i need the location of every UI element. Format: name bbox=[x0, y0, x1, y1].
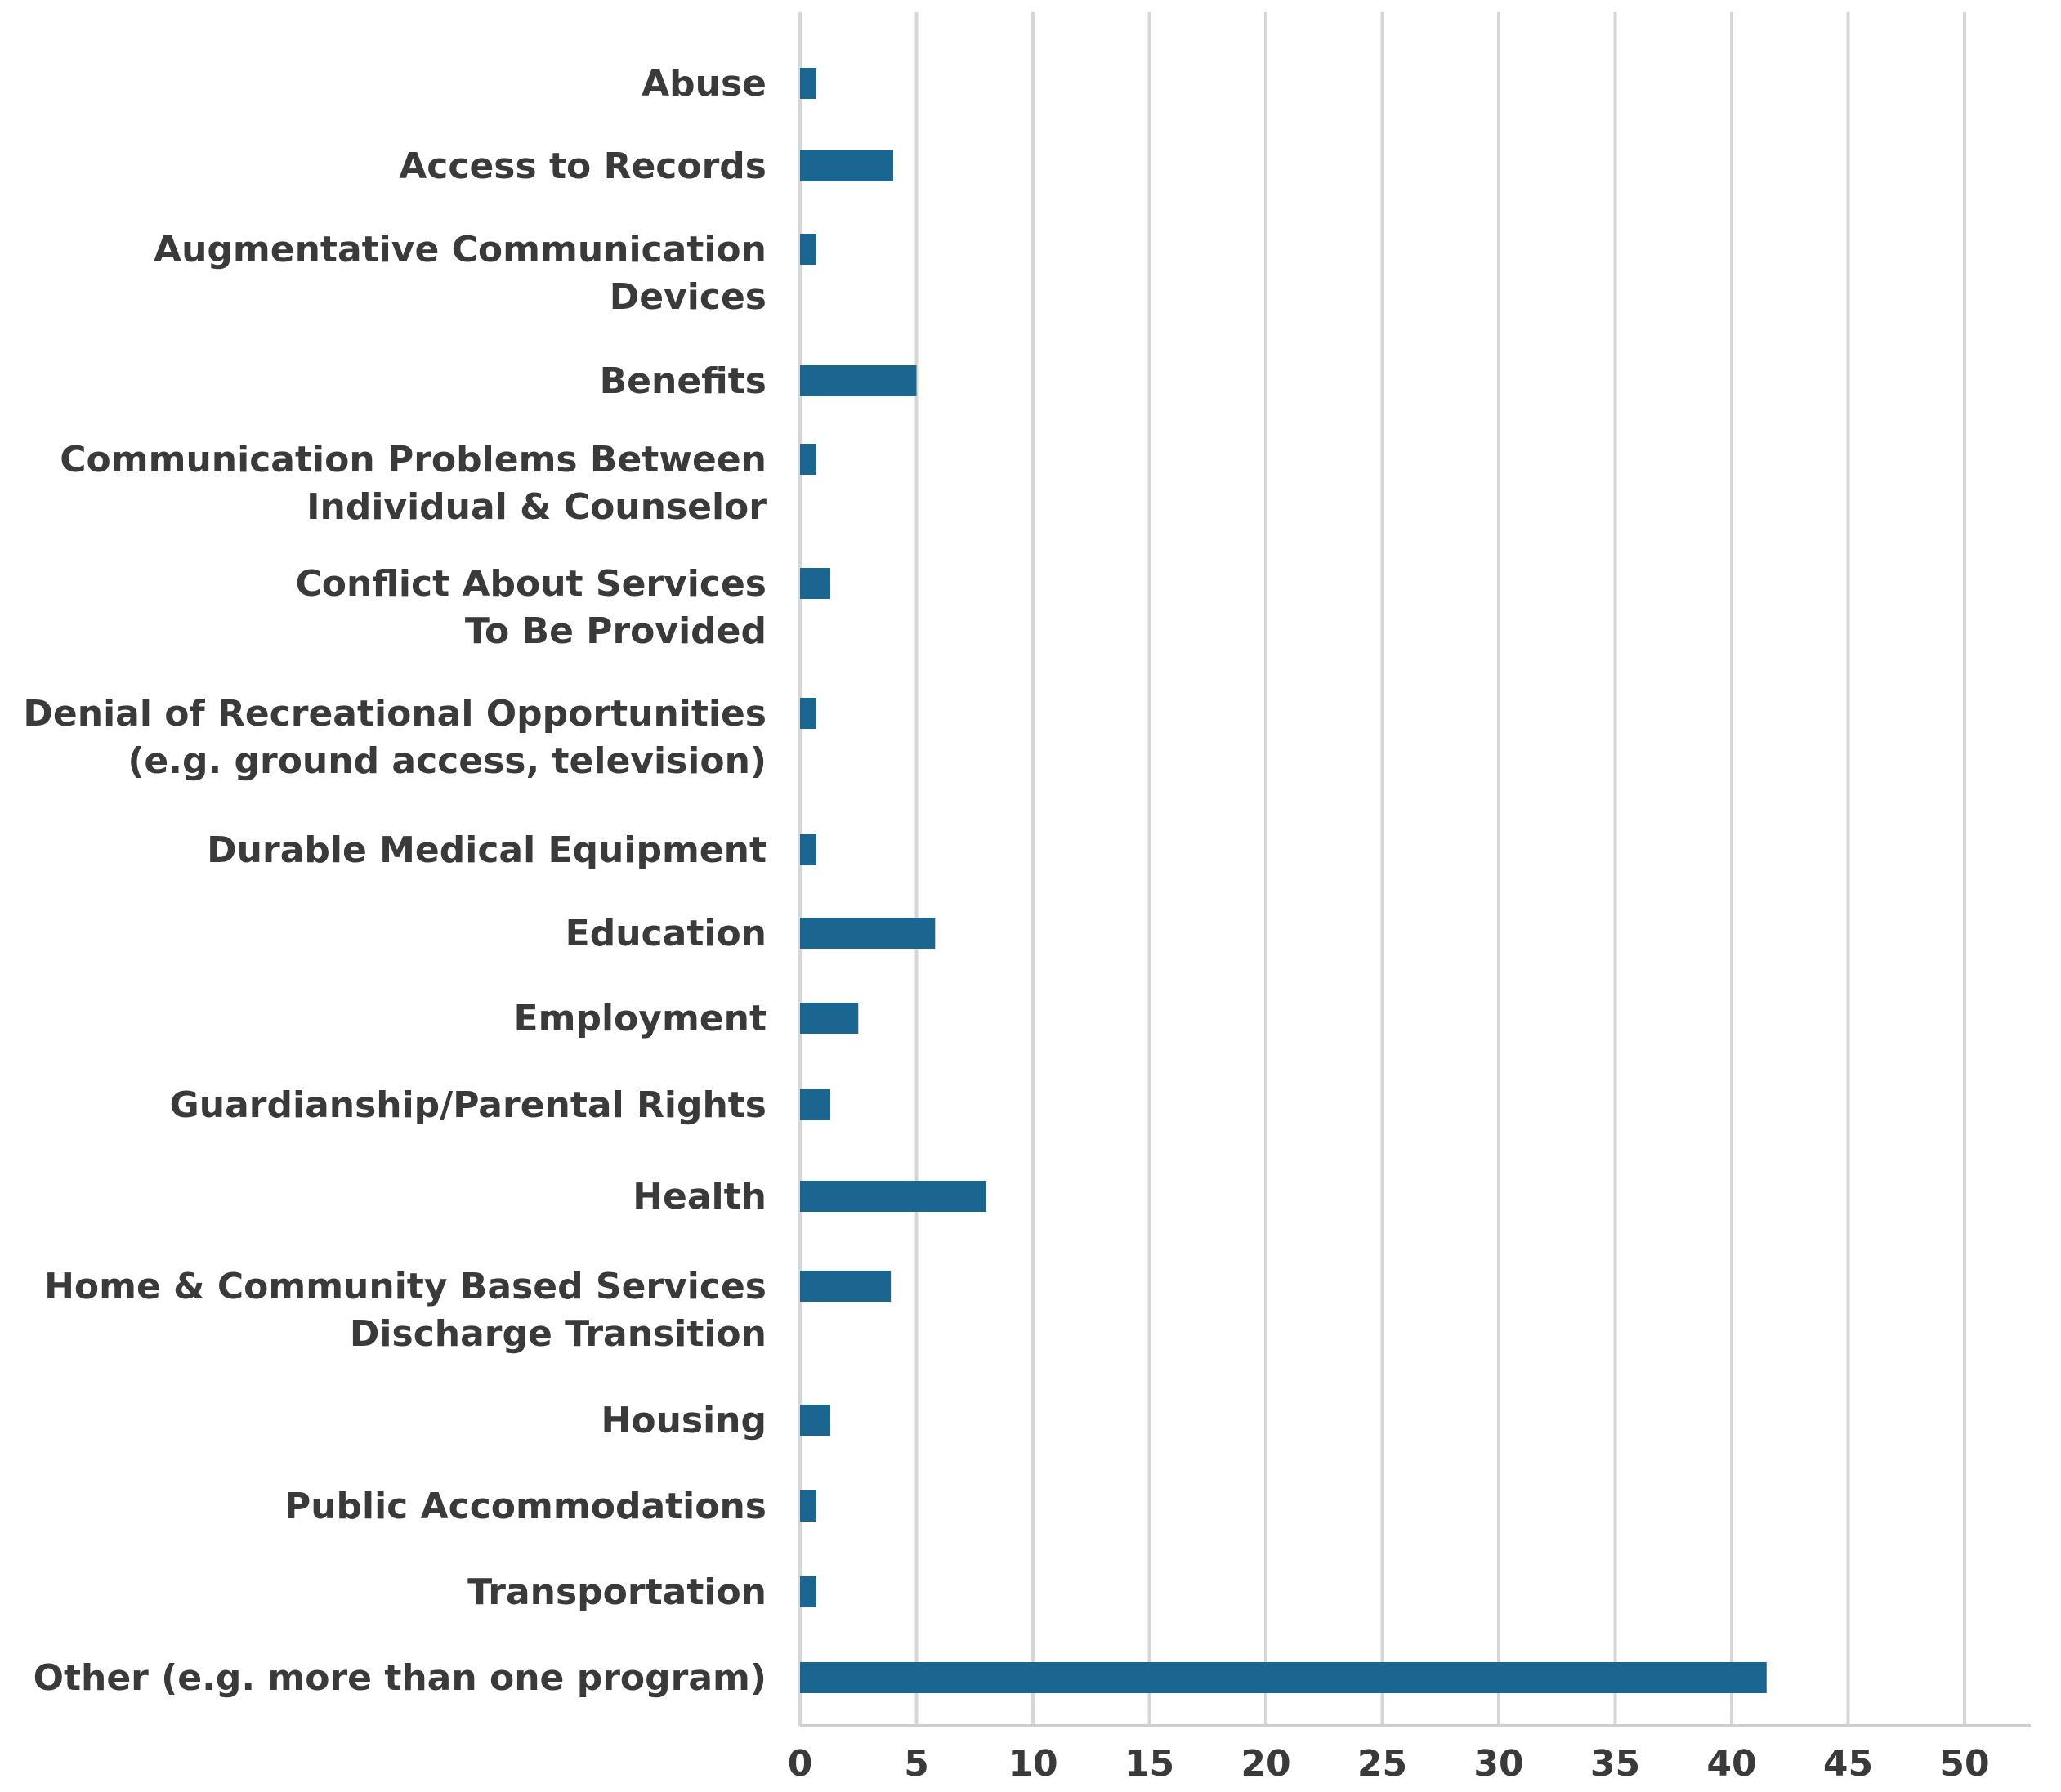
bar-16 bbox=[800, 1662, 1767, 1693]
bar-6 bbox=[800, 698, 816, 729]
bar-3 bbox=[800, 365, 917, 396]
bar-14 bbox=[800, 1490, 816, 1522]
category-label-13-line-0: Housing bbox=[601, 1400, 767, 1441]
x-tick-label-20: 20 bbox=[1241, 1743, 1290, 1785]
x-tick-label-50: 50 bbox=[1939, 1743, 1989, 1785]
category-label-6-line-0: Denial of Recreational Opportunities bbox=[23, 693, 767, 735]
bar-7 bbox=[800, 834, 816, 865]
category-label-6-line-1: (e.g. ground access, television) bbox=[127, 740, 767, 782]
x-tick-label-35: 35 bbox=[1590, 1743, 1640, 1785]
category-label-9-line-0: Employment bbox=[514, 998, 767, 1039]
category-label-12-line-1: Discharge Transition bbox=[350, 1313, 767, 1355]
bar-15 bbox=[800, 1576, 816, 1607]
bar-9 bbox=[800, 1003, 859, 1034]
x-axis-ticks: 0 5 10 15 20 25 30 35 40 45 50 bbox=[788, 1743, 1990, 1785]
category-label-2-line-1: Devices bbox=[610, 276, 767, 318]
bar-13 bbox=[800, 1405, 831, 1436]
x-tick-label-5: 5 bbox=[904, 1743, 929, 1785]
category-label-5-line-0: Conflict About Services bbox=[295, 563, 767, 605]
category-label-0-line-0: Abuse bbox=[642, 63, 767, 105]
grid-lines bbox=[798, 12, 2031, 1727]
bar-5 bbox=[800, 568, 831, 599]
x-tick-label-45: 45 bbox=[1823, 1743, 1873, 1785]
bar-10 bbox=[800, 1089, 831, 1120]
category-label-5-line-1: To Be Provided bbox=[465, 610, 767, 652]
bars bbox=[800, 68, 1767, 1693]
bar-11 bbox=[800, 1181, 986, 1212]
bar-0 bbox=[800, 68, 816, 99]
category-label-8-line-0: Education bbox=[566, 913, 767, 954]
category-label-11-line-0: Health bbox=[633, 1176, 767, 1218]
bar-12 bbox=[800, 1271, 892, 1302]
bar-4 bbox=[800, 444, 816, 475]
category-label-14-line-0: Public Accommodations bbox=[284, 1486, 767, 1527]
bar-1 bbox=[800, 150, 893, 181]
x-tick-label-40: 40 bbox=[1706, 1743, 1756, 1785]
category-label-16-line-0: Other (e.g. more than one program) bbox=[34, 1657, 767, 1699]
category-label-2-line-0: Augmentative Communication bbox=[154, 229, 767, 270]
x-tick-label-30: 30 bbox=[1473, 1743, 1523, 1785]
category-label-10-line-0: Guardianship/Parental Rights bbox=[170, 1084, 767, 1126]
category-label-7-line-0: Durable Medical Equipment bbox=[207, 829, 767, 871]
bar-2 bbox=[800, 234, 816, 265]
category-label-15-line-0: Transportation bbox=[467, 1571, 767, 1613]
x-tick-label-15: 15 bbox=[1124, 1743, 1174, 1785]
category-label-4-line-1: Individual & Counselor bbox=[306, 486, 767, 528]
category-labels: Abuse Access to Records Augmentative Commu… bbox=[23, 63, 767, 1699]
x-tick-label-0: 0 bbox=[788, 1743, 813, 1785]
x-tick-label-10: 10 bbox=[1008, 1743, 1057, 1785]
category-label-1-line-0: Access to Records bbox=[399, 145, 767, 187]
category-label-12-line-0: Home & Community Based Services bbox=[44, 1266, 767, 1307]
bar-8 bbox=[800, 918, 936, 949]
category-label-3-line-0: Benefits bbox=[600, 360, 767, 402]
category-label-4-line-0: Communication Problems Between bbox=[60, 439, 767, 480]
x-tick-label-25: 25 bbox=[1357, 1743, 1407, 1785]
